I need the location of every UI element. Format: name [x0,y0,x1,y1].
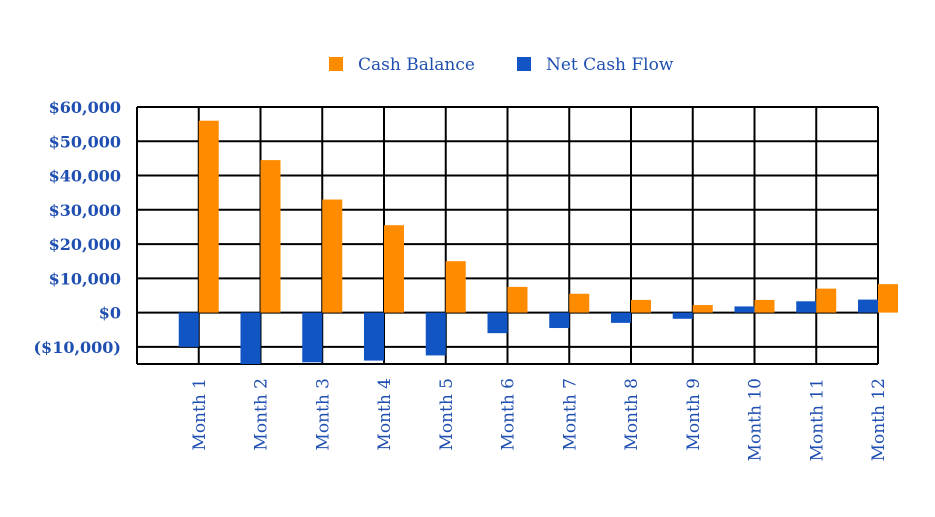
x-tick-label: Month 9 [684,378,704,451]
x-tick-label: Month 6 [499,378,519,451]
x-tick-label: Month 2 [252,378,272,451]
net-cash-flow-bar [425,312,446,356]
cash-balance-bar [816,288,837,313]
legend-swatch [517,57,531,71]
x-tick-label: Month 12 [869,378,889,461]
cash-balance-bar [260,160,281,313]
y-tick-label: $60,000 [49,98,121,117]
y-axis: $60,000 $50,000 $40,000 $30,000 $20,000 $10,0… [33,98,121,357]
cash-balance-bar [384,225,404,313]
x-tick-label: Month 4 [375,378,395,451]
x-tick-label: Month 11 [807,378,827,461]
legend-item: Cash Balance [329,55,475,75]
net-cash-flow-bar [734,306,755,313]
y-tick-label: $50,000 [49,132,121,151]
net-cash-flow-bar [302,312,323,363]
x-axis: Month 1 Month 2 Month 3 Month 4 Month 5 Month… [190,378,889,461]
cash-balance-bar [754,299,775,313]
legend: Cash Balance Net Cash Flow [329,55,674,75]
net-cash-flow-bar [487,312,508,334]
cash-balance-bar [445,261,466,313]
cash-balance-bar [507,286,528,313]
y-tick-label: $20,000 [49,235,121,254]
net-cash-flow-bar [672,312,693,319]
cash-balance-bar [692,305,713,313]
x-tick-label: Month 3 [313,378,333,451]
bars [178,120,898,364]
cash-balance-bar [878,284,898,313]
cash-balance-bar [569,293,590,313]
y-tick-label: ($10,000) [33,338,121,357]
y-tick-label: $10,000 [49,269,121,288]
x-tick-label: Month 8 [622,378,642,451]
y-tick-label: $40,000 [49,167,121,186]
x-tick-label: Month 5 [437,378,457,451]
cash-balance-bar [322,199,343,313]
legend-item: Net Cash Flow [517,55,674,75]
x-tick-label: Month 7 [560,378,580,451]
x-tick-label: Month 1 [190,378,210,451]
cash-balance-bar [198,120,219,313]
y-tick-label: $30,000 [49,201,121,220]
y-tick-label: $0 [99,304,121,323]
net-cash-flow-bar [611,312,631,323]
net-cash-flow-bar [796,301,817,313]
legend-label: Cash Balance [358,55,475,75]
net-cash-flow-bar [240,312,261,364]
net-cash-flow-bar [858,299,878,313]
legend-swatch [329,57,343,71]
net-cash-flow-bar [549,312,570,329]
net-cash-flow-bar [178,312,199,347]
cash-balance-bar [631,299,651,313]
x-tick-label: Month 10 [746,378,766,461]
net-cash-flow-bar [364,312,384,361]
legend-label: Net Cash Flow [546,55,674,75]
